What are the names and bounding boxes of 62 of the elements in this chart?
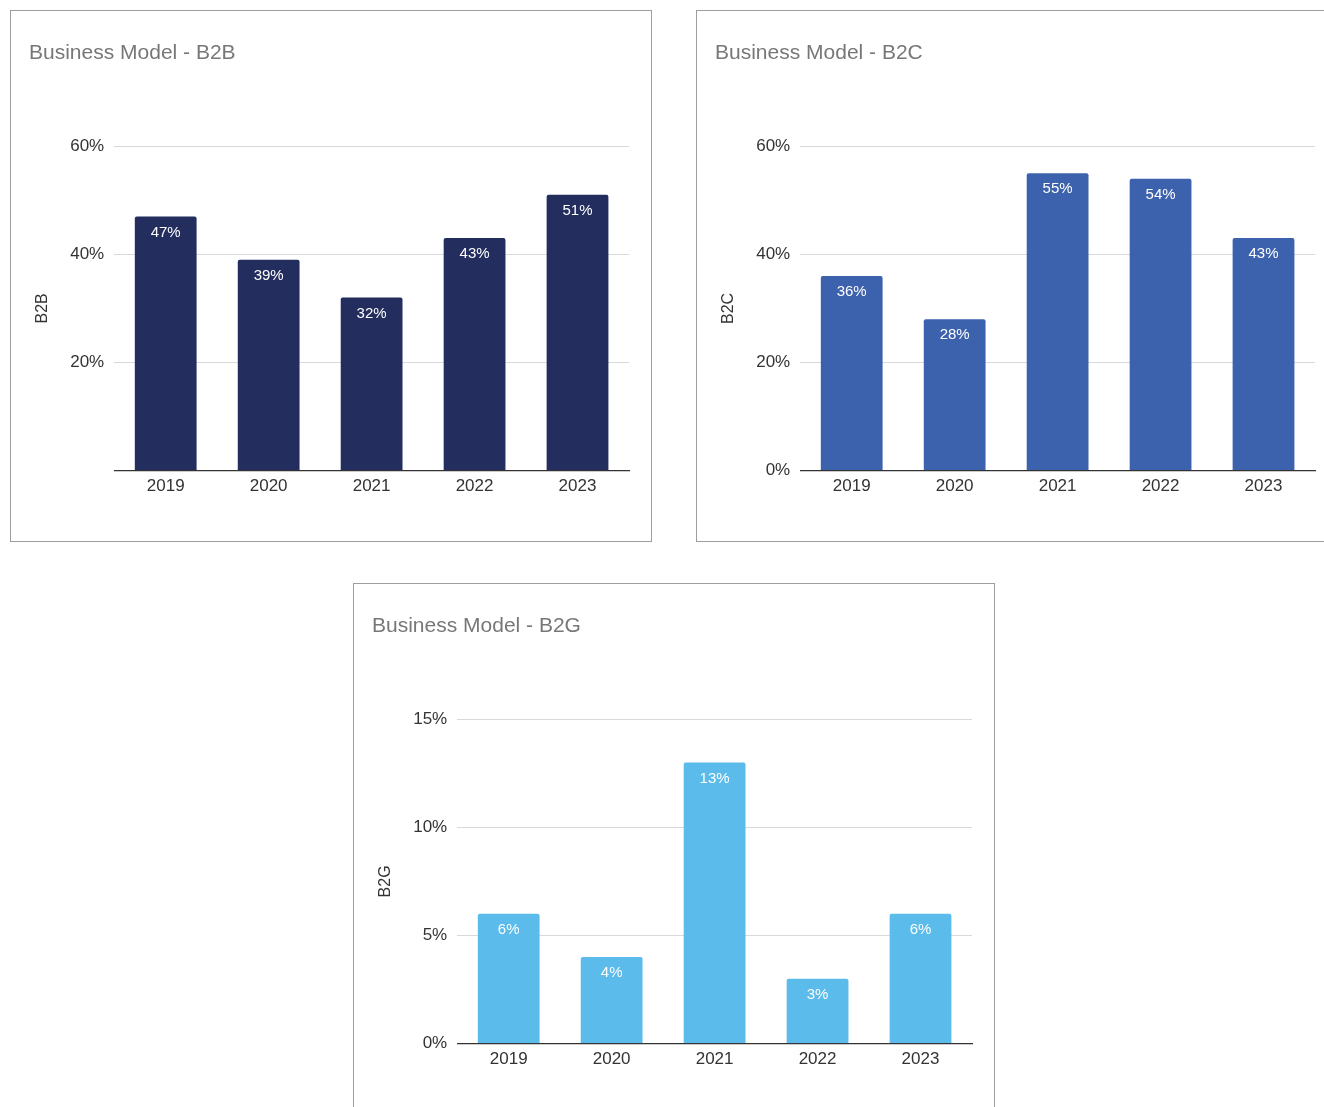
data-label: 4% <box>600 963 623 981</box>
bar <box>1026 173 1089 471</box>
x-tick-label: 2020 <box>592 1049 631 1069</box>
y-axis-title: B2G <box>376 865 394 898</box>
bar <box>1129 178 1192 471</box>
x-tick-label: 2021 <box>352 476 391 496</box>
x-tick-label: 2019 <box>489 1049 528 1069</box>
data-label: 6% <box>909 919 932 937</box>
y-tick-label: 40% <box>756 244 791 264</box>
y-tick-label: 60% <box>756 135 791 155</box>
x-tick-label: 2021 <box>695 1049 734 1069</box>
data-label: 43% <box>1248 244 1279 262</box>
bar <box>889 913 952 1044</box>
y-axis-title: B2B <box>33 293 51 324</box>
bar <box>820 275 883 471</box>
bar <box>443 238 506 471</box>
y-tick-label: 0% <box>422 1033 448 1053</box>
y-tick-label: 5% <box>422 925 448 945</box>
data-label: 6% <box>497 919 520 937</box>
x-tick-label: 2020 <box>935 476 974 496</box>
x-tick-label: 2023 <box>901 1049 940 1069</box>
x-tick-label: 2021 <box>1038 476 1077 496</box>
data-label: 28% <box>939 325 970 343</box>
x-tick-label: 2022 <box>455 476 494 496</box>
y-tick-label: 60% <box>70 135 105 155</box>
y-tick-label: 10% <box>413 817 448 837</box>
bar <box>683 762 746 1044</box>
bar <box>1232 238 1295 471</box>
x-tick-label: 2020 <box>249 476 288 496</box>
x-tick-label: 2022 <box>1141 476 1180 496</box>
bar <box>923 319 986 471</box>
data-label: 51% <box>562 201 593 218</box>
bar <box>786 978 849 1044</box>
y-tick-label: 0% <box>765 460 791 480</box>
data-label: 54% <box>1145 184 1176 202</box>
chart-title: Business Model - B2B <box>29 40 236 64</box>
x-tick-label: 2023 <box>558 476 597 496</box>
bar <box>340 297 403 471</box>
y-tick-label: 20% <box>756 352 791 372</box>
x-tick-label: 2019 <box>832 476 871 496</box>
data-label: 36% <box>836 282 867 300</box>
chart-title: Business Model - B2C <box>715 40 923 64</box>
chart-title: Business Model - B2G <box>372 613 581 637</box>
y-tick-label: 15% <box>413 708 448 728</box>
data-label: 39% <box>253 265 284 283</box>
x-tick-label: 2022 <box>798 1049 837 1069</box>
y-axis-title: B2C <box>719 292 737 324</box>
data-label: 13% <box>699 768 730 786</box>
bar <box>134 216 197 471</box>
bar <box>580 957 643 1044</box>
y-tick-label: 20% <box>70 352 105 372</box>
data-label: 55% <box>1042 179 1073 197</box>
x-tick-label: 2019 <box>146 476 185 496</box>
bar <box>477 913 540 1044</box>
data-label: 3% <box>806 984 829 1002</box>
data-label: 47% <box>150 222 181 240</box>
bar <box>237 259 300 471</box>
y-tick-label: 40% <box>70 244 105 264</box>
bar <box>546 194 609 471</box>
x-tick-label: 2023 <box>1244 476 1283 496</box>
data-label: 32% <box>356 303 387 321</box>
data-label: 43% <box>459 244 490 262</box>
